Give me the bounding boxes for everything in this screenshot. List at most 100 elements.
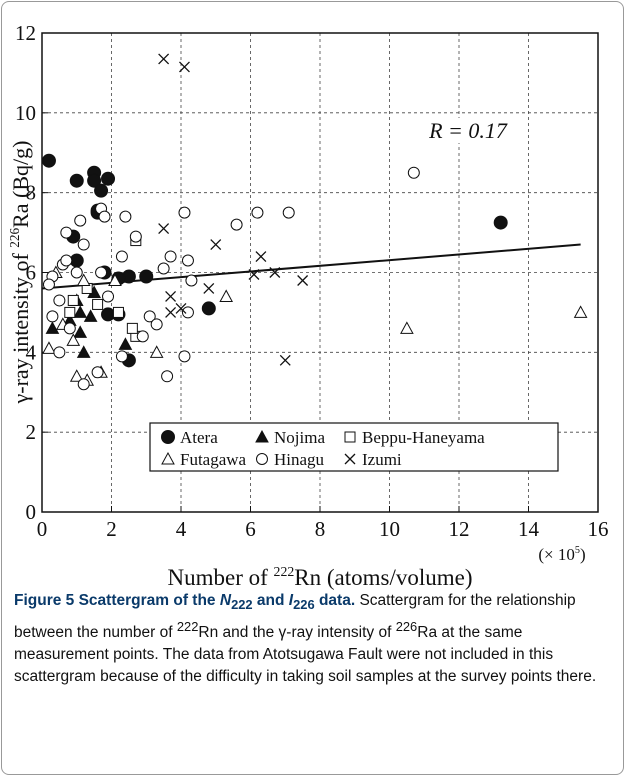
point bbox=[112, 306, 124, 318]
x-tick-label: 2 bbox=[106, 517, 117, 541]
point bbox=[115, 250, 128, 263]
point bbox=[66, 333, 81, 346]
x-tick-label: 6 bbox=[245, 517, 256, 541]
y-axis-label-part: γ-ray intensity of bbox=[8, 248, 33, 405]
point bbox=[185, 274, 198, 287]
point bbox=[76, 273, 91, 286]
point bbox=[126, 322, 138, 334]
legend-label: Hinagu bbox=[274, 450, 325, 469]
y-tick-label: 10 bbox=[15, 101, 36, 125]
point bbox=[158, 53, 170, 65]
point bbox=[573, 305, 588, 318]
x-axis-label-part: Rn (atoms/volume) bbox=[294, 565, 472, 590]
legend-marker bbox=[161, 451, 175, 465]
point bbox=[219, 289, 234, 302]
point bbox=[53, 346, 66, 359]
caption-part: 226 bbox=[293, 597, 315, 613]
point bbox=[157, 262, 170, 275]
point bbox=[69, 173, 84, 188]
point bbox=[136, 330, 149, 343]
point bbox=[269, 267, 281, 278]
point bbox=[164, 250, 177, 263]
point bbox=[255, 251, 267, 262]
point bbox=[150, 318, 163, 331]
x-axis-label-part: 222 bbox=[274, 564, 295, 579]
x-multiplier-part: 5 bbox=[575, 545, 580, 556]
point bbox=[91, 366, 104, 379]
point bbox=[279, 354, 291, 366]
point bbox=[87, 173, 102, 188]
caption-part: 222 bbox=[231, 597, 253, 613]
point bbox=[175, 302, 187, 314]
point bbox=[118, 337, 133, 350]
point bbox=[45, 321, 60, 334]
caption-part: 226 bbox=[395, 619, 418, 635]
point bbox=[64, 306, 76, 318]
point bbox=[230, 218, 243, 231]
annotation: R = 0.17 bbox=[428, 118, 508, 143]
legend-box bbox=[149, 422, 559, 472]
caption-part: Ra at the same measurement points. The d… bbox=[14, 624, 597, 686]
point bbox=[73, 325, 88, 338]
legend-marker bbox=[161, 430, 175, 444]
legend-marker bbox=[344, 431, 356, 443]
legend-label: Izumi bbox=[362, 450, 402, 469]
caption-title: Figure 5 Scattergram of the N222 and I22… bbox=[14, 592, 356, 613]
y-axis-label: γ-ray intensity of 226Ra (Bq/g) bbox=[7, 141, 33, 405]
x-multiplier-part: ) bbox=[580, 545, 586, 564]
x-axis-label: Number of 222Rn (atoms/volume) bbox=[168, 564, 473, 590]
caption-part: N bbox=[219, 592, 232, 609]
point bbox=[400, 321, 414, 334]
point bbox=[98, 210, 111, 223]
point bbox=[282, 206, 295, 219]
caption-part: Figure 5 Scattergram of the bbox=[14, 592, 220, 609]
legend-marker bbox=[255, 429, 269, 443]
point bbox=[149, 345, 164, 358]
x-tick-label: 16 bbox=[588, 517, 609, 541]
caption-part: Scattergram for the relationship between… bbox=[14, 592, 576, 642]
point bbox=[165, 306, 177, 318]
x-multiplier: (× 105) bbox=[538, 545, 585, 564]
point bbox=[101, 171, 116, 186]
legend-marker bbox=[344, 453, 356, 465]
point bbox=[95, 266, 108, 279]
legend-label: Atera bbox=[180, 428, 218, 447]
point bbox=[201, 301, 216, 316]
point bbox=[178, 206, 191, 219]
caption-part: Rn and the γ-ray intensity of bbox=[198, 624, 396, 642]
x-tick-label: 0 bbox=[37, 517, 48, 541]
point bbox=[129, 230, 142, 243]
legend-label: Futagawa bbox=[180, 450, 247, 469]
point bbox=[41, 153, 56, 168]
point bbox=[74, 214, 87, 227]
plot-frame bbox=[41, 32, 599, 513]
caption-part: 222 bbox=[176, 619, 199, 635]
point bbox=[70, 266, 83, 279]
point bbox=[178, 350, 191, 363]
point bbox=[53, 294, 66, 307]
point bbox=[60, 254, 73, 267]
y-tick-label: 6 bbox=[26, 261, 37, 285]
y-axis-label-part: 226 bbox=[7, 228, 22, 248]
point bbox=[165, 290, 177, 302]
point bbox=[102, 290, 115, 303]
x-tick-label: 4 bbox=[176, 517, 187, 541]
point bbox=[42, 341, 56, 354]
x-multiplier-part: (× 10 bbox=[538, 545, 575, 564]
point bbox=[158, 223, 170, 235]
point bbox=[42, 278, 55, 291]
x-tick-label: 14 bbox=[518, 517, 540, 541]
point bbox=[143, 310, 156, 323]
annotation-bg bbox=[424, 118, 512, 143]
point bbox=[115, 350, 128, 363]
x-tick-label: 10 bbox=[379, 517, 400, 541]
y-tick-label: 4 bbox=[26, 340, 37, 364]
point bbox=[60, 226, 73, 239]
point bbox=[77, 378, 90, 391]
legend-label: Nojima bbox=[274, 428, 325, 447]
point bbox=[67, 294, 79, 306]
caption-part: data. bbox=[314, 592, 356, 609]
